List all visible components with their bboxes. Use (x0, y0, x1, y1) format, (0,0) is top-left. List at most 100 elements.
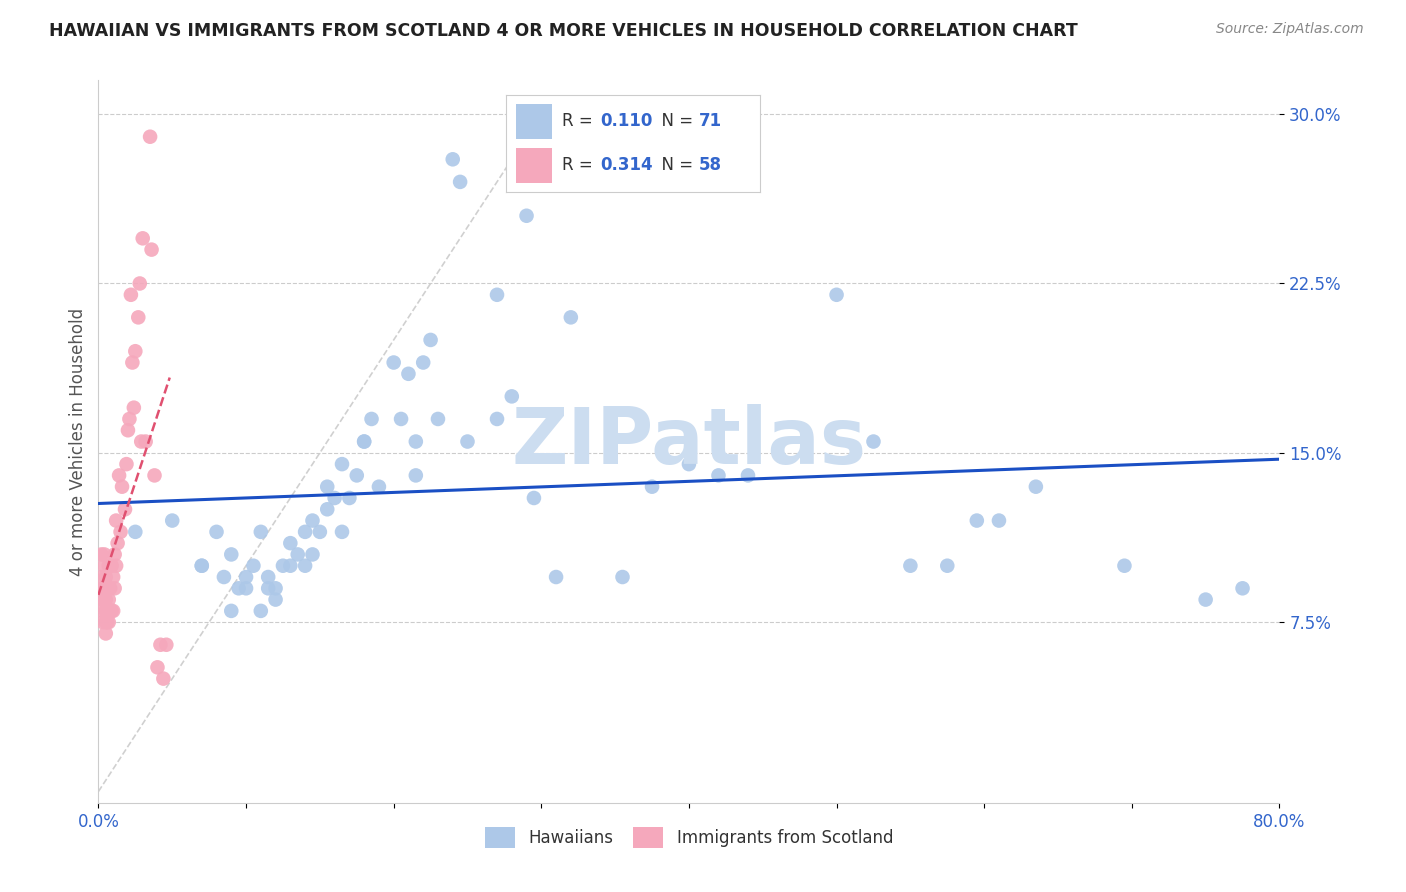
Point (412, 355, 434, 369)
Point (94, 604, 117, 618)
Point (135, 434, 157, 449)
Point (105, 514, 128, 528)
Point (1025, 480, 1047, 494)
Point (139, 129, 162, 144)
Point (121, 355, 143, 369)
Point (162, 514, 183, 528)
Point (294, 524, 316, 539)
Point (91, 592, 114, 607)
Point (546, 570, 568, 584)
Point (93, 592, 115, 607)
Point (90, 548, 112, 562)
Point (100, 604, 122, 618)
Point (516, 209, 538, 223)
Point (301, 548, 323, 562)
Point (353, 434, 375, 449)
Point (97, 558, 120, 573)
Point (250, 524, 273, 539)
Point (707, 468, 730, 483)
Point (353, 434, 375, 449)
Point (128, 277, 150, 291)
Point (97, 592, 120, 607)
Point (523, 491, 546, 505)
Point (94, 592, 117, 607)
Point (560, 310, 582, 325)
Point (271, 558, 294, 573)
Point (737, 468, 759, 483)
Point (124, 344, 146, 359)
Point (1232, 582, 1254, 596)
Point (287, 548, 309, 562)
Point (339, 491, 361, 505)
Point (149, 638, 172, 652)
Point (316, 480, 339, 494)
Point (900, 558, 922, 573)
Point (398, 367, 420, 381)
Point (301, 514, 323, 528)
Point (118, 412, 141, 426)
Point (330, 457, 353, 471)
Point (115, 457, 138, 471)
Point (105, 558, 128, 573)
Point (457, 434, 479, 449)
Point (107, 536, 129, 550)
Point (936, 558, 959, 573)
Point (124, 524, 146, 539)
Point (309, 524, 332, 539)
Text: ZIPatlas: ZIPatlas (512, 403, 866, 480)
Point (91, 615, 114, 630)
Point (129, 434, 152, 449)
Point (103, 570, 125, 584)
Point (93, 582, 115, 596)
Point (108, 468, 131, 483)
Point (486, 412, 509, 426)
Point (93, 558, 115, 573)
Point (360, 412, 382, 426)
Point (94, 626, 117, 640)
Point (228, 582, 250, 596)
Point (104, 548, 127, 562)
Point (449, 175, 471, 189)
Point (127, 310, 149, 325)
Point (242, 558, 264, 573)
Y-axis label: 4 or more Vehicles in Household: 4 or more Vehicles in Household (69, 308, 87, 575)
Point (441, 153, 464, 167)
Point (94, 582, 117, 596)
Point (678, 457, 700, 471)
Point (988, 514, 1011, 528)
Point (264, 592, 287, 607)
Point (280, 558, 302, 573)
Point (235, 582, 257, 596)
Text: HAWAIIAN VS IMMIGRANTS FROM SCOTLAND 4 OR MORE VEHICLES IN HOUSEHOLD CORRELATION: HAWAIIAN VS IMMIGRANTS FROM SCOTLAND 4 O… (49, 22, 1078, 40)
Point (368, 480, 391, 494)
Point (111, 480, 134, 494)
Point (98, 582, 121, 596)
Point (205, 524, 228, 539)
Point (1114, 558, 1136, 573)
Point (419, 333, 441, 347)
Point (141, 243, 163, 257)
Point (120, 287, 142, 301)
Point (117, 423, 139, 437)
Point (91, 582, 114, 596)
Point (191, 558, 214, 573)
Point (612, 570, 634, 584)
Point (155, 638, 177, 652)
Point (122, 401, 145, 415)
Point (257, 582, 280, 596)
Point (221, 548, 243, 562)
Point (110, 524, 132, 539)
Point (143, 468, 166, 483)
Point (94, 615, 117, 630)
Legend: Hawaiians, Immigrants from Scotland: Hawaiians, Immigrants from Scotland (477, 819, 901, 856)
Point (427, 412, 450, 426)
Point (250, 604, 273, 618)
Point (212, 570, 235, 584)
Point (97, 615, 120, 630)
Point (323, 491, 346, 505)
Point (486, 287, 509, 301)
Text: Source: ZipAtlas.com: Source: ZipAtlas.com (1216, 22, 1364, 37)
Point (825, 287, 848, 301)
Point (96, 615, 118, 630)
Point (191, 558, 214, 573)
